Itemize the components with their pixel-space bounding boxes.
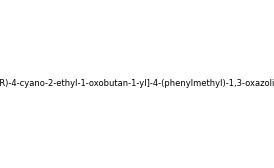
Text: (4S)-3-[(2R)-4-cyano-2-ethyl-1-oxobutan-1-yl]-4-(phenylmethyl)-1,3-oxazolidin-2-: (4S)-3-[(2R)-4-cyano-2-ethyl-1-oxobutan-… xyxy=(0,79,274,89)
